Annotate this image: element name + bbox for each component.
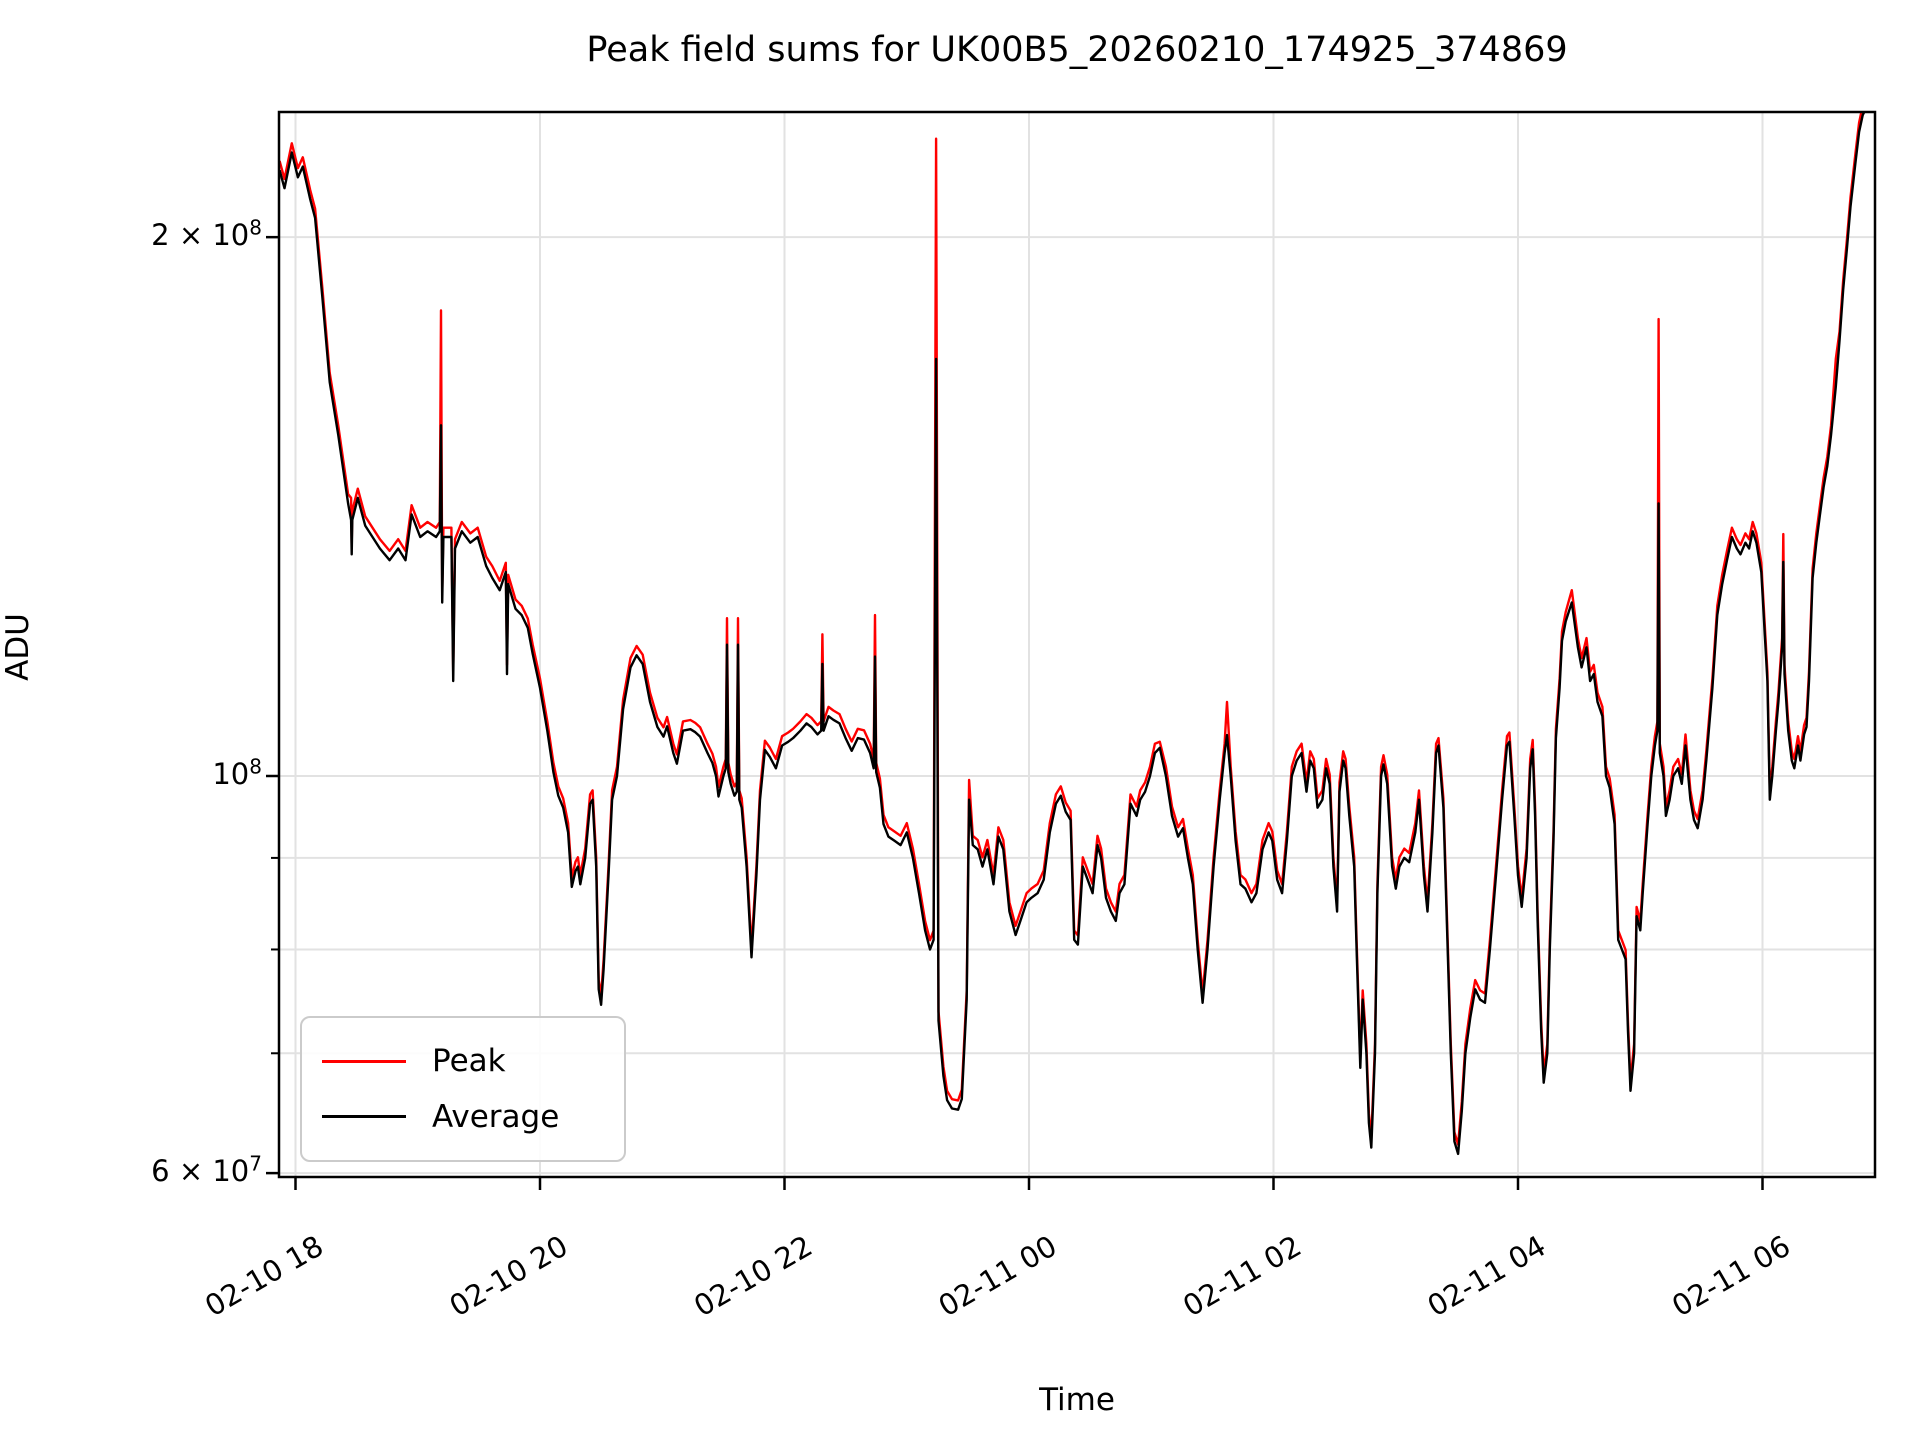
average-series-line [279, 112, 1866, 1156]
legend-label-peak: Peak [432, 1043, 506, 1080]
legend-label-average: Average [432, 1098, 560, 1135]
chart-title: Peak field sums for UK00B5_20260210_1749… [586, 30, 1568, 70]
y-tick-label: 2 × 108 [151, 215, 262, 253]
x-tick-label: 02-11 02 [1177, 1229, 1307, 1324]
y-tick-label: 108 [212, 754, 262, 791]
legend-item-average: Average [312, 1099, 614, 1135]
y-axis-label: ADU [0, 613, 36, 681]
data-curves [279, 112, 1866, 1156]
x-tick-label: 02-11 00 [933, 1229, 1063, 1324]
x-tick-labels: 02-10 18 02-10 20 02-10 22 02-11 00 02-11 02… [199, 1229, 1796, 1324]
x-tick-label: 02-10 20 [444, 1229, 574, 1324]
peak-line-swatch [322, 1059, 406, 1063]
x-tick-label: 02-10 18 [199, 1229, 329, 1324]
legend: Peak Average [300, 1016, 626, 1162]
x-axis-label: Time [1039, 1382, 1115, 1418]
axes-frame [277, 110, 1877, 1179]
tick-marks [266, 235, 1764, 1190]
y-tick-label: 6 × 107 [151, 1151, 262, 1189]
x-tick-label: 02-11 04 [1422, 1229, 1552, 1324]
legend-item-peak: Peak [312, 1043, 614, 1079]
average-line-swatch [322, 1115, 406, 1119]
x-tick-label: 02-10 22 [688, 1229, 818, 1324]
x-tick-label: 02-11 06 [1666, 1229, 1796, 1324]
